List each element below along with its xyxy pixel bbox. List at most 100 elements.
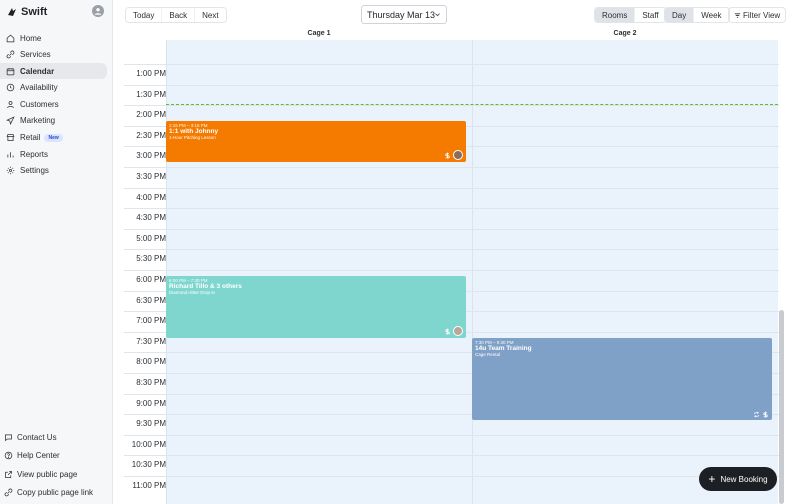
send-icon [6,116,15,126]
time-slot-label: 4:30 PM [136,213,166,223]
event-time: 2:15 PM – 3:15 PM [169,123,208,128]
gear-icon [6,166,15,175]
storefront-icon [6,133,15,142]
link-icon [6,50,15,59]
sidebar-item-settings[interactable]: Settings [0,163,107,179]
today-button[interactable]: Today [126,8,163,22]
grid-line [124,249,779,251]
grid-line [124,228,779,230]
staff-avatar[interactable] [453,326,463,336]
event-card[interactable]: 2:15 PM – 3:15 PM 1:1 with Johnny 1-Hour… [166,121,466,162]
sidebar-item-retail[interactable]: Retail New [0,130,107,146]
bar-chart-icon [6,150,15,159]
event-subtitle: 1-Hour Pitching Lesson [169,135,216,140]
back-button[interactable]: Back [162,8,196,22]
sidebar-item-services[interactable]: Services [0,47,107,63]
grid-line [124,393,779,395]
grid-line [124,105,779,107]
calendar-icon [6,67,15,76]
grid-line [124,64,779,65]
time-slot-label: 5:30 PM [136,254,166,264]
sidebar-item-home[interactable]: Home [0,30,107,46]
view-public-page-link[interactable]: View public page [0,465,113,484]
copy-public-link[interactable]: Copy public page link [0,484,113,503]
current-time-indicator [166,104,778,105]
column-headers: Cage 1 Cage 2 [124,30,784,40]
brand[interactable]: Swift [6,6,47,18]
view-toggle: Day Week [664,7,730,23]
filter-icon [734,12,741,18]
time-slot-label: 1:00 PM [136,69,166,78]
event-card[interactable]: 7:30 PM – 9:30 PM 14u Team Training Cage… [472,338,772,420]
sidebar-item-label: Settings [20,166,49,176]
grid-line [124,352,779,354]
footer-item-label: View public page [17,469,78,479]
week-toggle[interactable]: Week [694,8,729,22]
sidebar-item-customers[interactable]: Customers [0,96,107,112]
repeat-icon [753,411,760,418]
grid-line [124,455,779,457]
resource-toggle: Rooms Staff [594,7,667,23]
sidebar-item-label: Marketing [20,116,56,126]
filter-view-button[interactable]: Filter View [728,7,787,23]
grid-line [124,434,779,436]
day-toggle[interactable]: Day [665,8,695,22]
sidebar-item-marketing[interactable]: Marketing [0,113,107,129]
account-avatar[interactable] [92,5,104,17]
help-center-link[interactable]: Help Center [0,447,113,466]
next-button[interactable]: Next [195,8,226,22]
sidebar-item-label: Calendar [20,66,55,76]
home-icon [6,34,15,43]
brand-name: Swift [21,6,48,18]
column-cage-2[interactable] [472,40,778,504]
staff-avatar[interactable] [453,150,463,160]
time-slot-label: 2:30 PM [136,130,166,140]
event-card[interactable]: 6:00 PM – 7:30 PM Richard Tillo & 3 othe… [166,276,466,338]
contact-us-link[interactable]: Contact Us [0,428,113,447]
column-cage-1[interactable] [166,40,472,504]
grid-line [124,476,779,477]
date-picker[interactable]: Thursday Mar 13 [361,5,447,24]
time-slot-label: 9:00 PM [136,398,166,408]
link-icon [4,488,13,497]
column-header-cage-2: Cage 2 [613,30,637,37]
dollar-paid-icon [445,328,450,334]
new-booking-button[interactable]: + New Booking [699,467,777,491]
event-title: 14u Team Training [475,345,532,352]
swift-logo-icon [8,8,16,16]
sidebar-item-availability[interactable]: Availability [0,80,107,96]
grid-line [124,187,779,189]
staff-toggle[interactable]: Staff [635,8,666,22]
sidebar-item-label: Availability [20,83,58,93]
sidebar-item-label: Customers [20,99,59,109]
time-slot-label: 10:30 PM [131,460,166,470]
footer-item-label: Help Center [17,451,60,461]
filter-view-label: Filter View [743,10,781,20]
time-slot-label: 6:30 PM [136,295,166,305]
event-subtitle: Cage Rental [475,352,501,357]
calendar-toolbar: Today Back Next Thursday Mar 13 Rooms St… [113,0,800,30]
sidebar-item-reports[interactable]: Reports [0,146,107,162]
time-slot-label: 5:00 PM [136,233,166,243]
sidebar-footer: Contact Us Help Center View public page … [0,428,113,502]
time-slot-label: 8:30 PM [136,378,166,387]
time-slot-label: 3:30 PM [136,172,166,181]
event-icons [444,326,463,336]
help-icon [4,451,13,460]
person-icon [6,100,15,109]
sidebar-item-label: Retail [20,133,41,143]
time-slot-label: 7:00 PM [136,316,166,326]
sidebar-item-label: Reports [20,149,49,159]
external-link-icon [4,470,13,479]
sidebar-item-calendar[interactable]: Calendar [0,63,107,80]
chat-icon [4,433,13,442]
rooms-toggle[interactable]: Rooms [595,8,636,22]
time-slot-label: 4:00 PM [136,192,166,202]
chevron-down-icon [435,13,440,17]
time-slot-label: 8:00 PM [136,357,166,367]
sidebar-nav: Home Services Calendar Availability Cust… [0,30,113,179]
event-time: 7:30 PM – 9:30 PM [475,340,514,345]
date-picker-value: Thursday Mar 13 [367,9,436,20]
time-slot-label: 2:00 PM [136,110,166,120]
calendar-scrollbar[interactable] [779,310,784,504]
